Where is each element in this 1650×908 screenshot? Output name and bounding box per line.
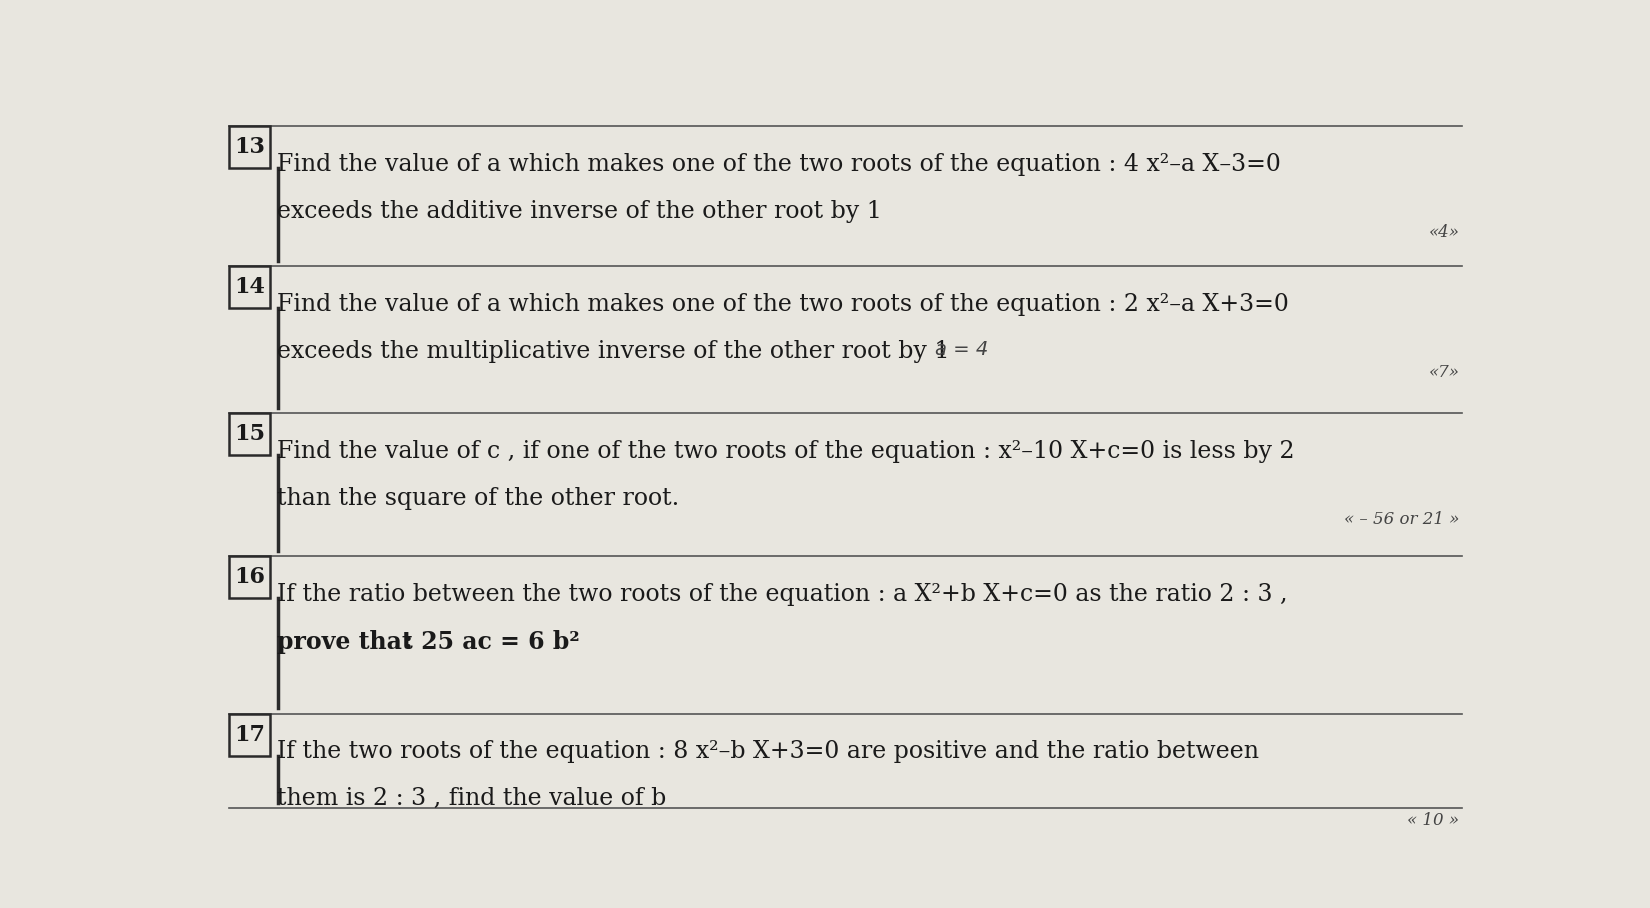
Text: 13: 13 [234,136,266,158]
Bar [229,714,271,755]
Text: «4»: «4» [1429,224,1459,242]
Text: 17: 17 [234,724,266,745]
Bar [229,557,271,598]
Text: Find the value of a which makes one of the two roots of the equation : 2 x²–a X+: Find the value of a which makes one of t… [277,293,1289,316]
Text: a = 4: a = 4 [936,340,988,359]
Text: «7»: «7» [1429,364,1459,381]
Text: prove that: prove that [277,630,412,654]
Text: 16: 16 [234,567,266,588]
Bar [229,266,271,308]
Bar [229,413,271,455]
Bar [229,126,271,168]
Text: « – 56 or 21 »: « – 56 or 21 » [1345,511,1459,528]
Text: them is 2 : 3 , find the value of b: them is 2 : 3 , find the value of b [277,787,667,810]
Text: « 10 »: « 10 » [1407,812,1459,829]
Text: : 25 ac = 6 b²: : 25 ac = 6 b² [396,630,579,654]
Text: Find the value of c , if one of the two roots of the equation : x²–10 X+c=0 is l: Find the value of c , if one of the two … [277,439,1294,463]
Text: If the two roots of the equation : 8 x²–b X+3=0 are positive and the ratio betwe: If the two roots of the equation : 8 x²–… [277,740,1259,764]
Text: 14: 14 [234,276,266,298]
Text: than the square of the other root.: than the square of the other root. [277,487,678,509]
Text: exceeds the additive inverse of the other root by 1: exceeds the additive inverse of the othe… [277,200,881,222]
Text: If the ratio between the two roots of the equation : a X²+b X+c=0 as the ratio 2: If the ratio between the two roots of th… [277,583,1287,606]
Text: Find the value of a which makes one of the two roots of the equation : 4 x²–a X–: Find the value of a which makes one of t… [277,153,1280,176]
Text: exceeds the multiplicative inverse of the other root by 1: exceeds the multiplicative inverse of th… [277,340,949,362]
Text: 15: 15 [234,423,266,445]
